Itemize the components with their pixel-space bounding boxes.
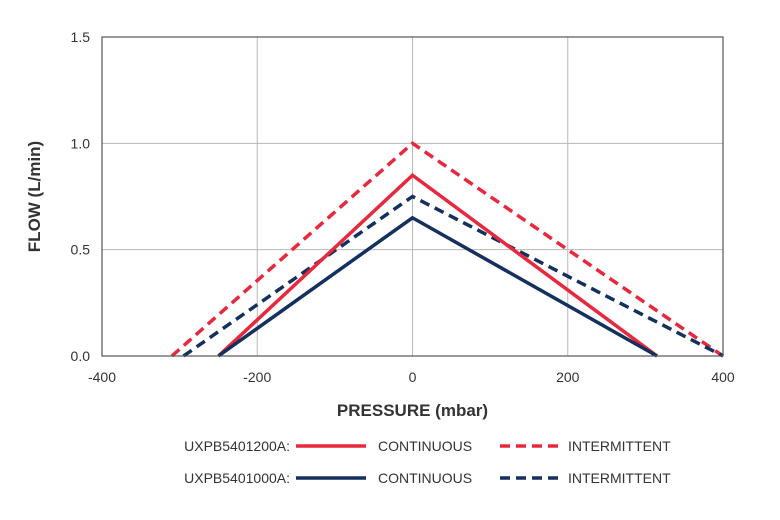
legend-row-uxpb5401200a: UXPB5401200A: CONTINUOUS INTERMITTENT xyxy=(0,436,780,456)
legend-intermittent-swatch xyxy=(500,470,558,486)
y-tick-label: 1.0 xyxy=(71,135,91,151)
y-tick-label: 0.5 xyxy=(71,242,91,258)
tick-labels: -400 -200 0 200 400 0.0 0.5 1.0 1.5 xyxy=(71,29,735,385)
x-tick-label: 200 xyxy=(556,369,580,385)
legend-intermittent-label: INTERMITTENT xyxy=(568,470,671,486)
series-lines xyxy=(170,141,724,358)
plot-area-frame xyxy=(101,36,724,357)
x-tick-label: -200 xyxy=(243,369,271,385)
x-tick-label: 0 xyxy=(409,369,417,385)
x-tick-label: 400 xyxy=(711,369,735,385)
legend-intermittent-label: INTERMITTENT xyxy=(568,438,671,454)
series-line-uxpb5401200a-intermittent xyxy=(170,141,724,358)
series-line-uxpb5401000a-continuous xyxy=(217,215,658,358)
series-line-uxpb5401200a-continuous xyxy=(217,172,659,358)
y-axis-title: FLOW (L/min) xyxy=(25,141,44,252)
legend-continuous-label: CONTINUOUS xyxy=(378,470,473,486)
legend-model-label: UXPB5401200A: xyxy=(184,438,290,454)
x-axis-title: PRESSURE (mbar) xyxy=(337,401,488,420)
flow-pressure-chart: -400 -200 0 200 400 0.0 0.5 1.0 1.5 PRESSURE (mb… xyxy=(25,29,735,420)
legend-intermittent-swatch xyxy=(500,438,558,454)
legend-row-uxpb5401000a: UXPB5401000A: CONTINUOUS INTERMITTENT xyxy=(0,468,780,488)
x-tick-label: -400 xyxy=(88,369,116,385)
legend-continuous-label: CONTINUOUS xyxy=(378,438,473,454)
legend-continuous-swatch xyxy=(296,470,366,486)
legend-model-label: UXPB5401000A: xyxy=(184,470,290,486)
legend-continuous-swatch xyxy=(296,438,366,454)
y-tick-label: 1.5 xyxy=(71,29,91,45)
series-line-uxpb5401000a-intermittent xyxy=(182,194,724,358)
y-tick-label: 0.0 xyxy=(71,348,91,364)
